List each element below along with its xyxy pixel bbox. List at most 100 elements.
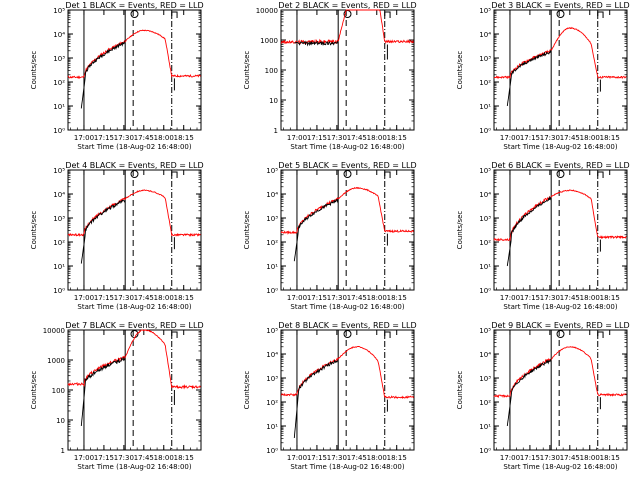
x-tick-label: 17:30 xyxy=(540,134,560,142)
marker-circle xyxy=(556,330,565,338)
x-tick-label: 18:00 xyxy=(154,134,174,142)
y-tick-label: 10⁴ xyxy=(266,351,278,359)
series-lld xyxy=(280,9,414,45)
series-lld xyxy=(67,189,201,237)
y-tick-label: 10⁵ xyxy=(479,7,491,15)
y-tick-label: 10¹ xyxy=(266,263,278,271)
marker-circle xyxy=(343,10,352,18)
series-events xyxy=(80,41,126,109)
panel-title: Det 3 BLACK = Events, RED = LLD xyxy=(491,1,629,10)
y-tick-label: 10⁰ xyxy=(479,287,491,295)
y-tick-label: 10⁵ xyxy=(479,327,491,335)
x-tick-label: 17:45 xyxy=(347,134,367,142)
x-axis-label: Start Time (18-Aug-02 16:48:00) xyxy=(290,463,404,471)
panel-det-4: Det 4 BLACK = Events, RED = LLD 10⁰ 10¹ 10²… xyxy=(30,161,204,311)
marker-circle xyxy=(130,170,139,178)
x-tick-label: 18:00 xyxy=(367,134,387,142)
marker-circle xyxy=(130,10,139,18)
x-tick-label: 18:15 xyxy=(174,294,194,302)
y-tick-label: 10⁰ xyxy=(479,127,491,135)
y-tick-label: 10000 xyxy=(43,327,65,335)
plot-frame xyxy=(280,9,415,131)
x-tick-label: 17:45 xyxy=(347,454,367,462)
y-tick-label: 1000 xyxy=(260,37,278,45)
x-tick-label: 17:30 xyxy=(114,294,134,302)
plot-frame xyxy=(493,169,628,291)
x-tick-label: 18:00 xyxy=(580,454,600,462)
x-tick-label: 17:00 xyxy=(287,294,307,302)
y-tick-label: 10¹ xyxy=(266,423,278,431)
x-tick-label: 18:15 xyxy=(387,454,407,462)
y-axis-label: Counts/sec xyxy=(456,211,464,250)
marker-bracket xyxy=(597,331,604,338)
y-tick-label: 10¹ xyxy=(53,103,65,111)
x-tick-label: 17:30 xyxy=(114,454,134,462)
x-tick-label: 17:30 xyxy=(540,294,560,302)
y-tick-label: 10⁴ xyxy=(479,31,491,39)
x-axis-label: Start Time (18-Aug-02 16:48:00) xyxy=(77,143,191,151)
y-tick-label: 10³ xyxy=(53,55,65,63)
y-tick-label: 10³ xyxy=(266,375,278,383)
x-tick-label: 18:00 xyxy=(367,454,387,462)
y-tick-label: 10² xyxy=(53,239,65,247)
series-lld xyxy=(493,189,627,242)
x-tick-label: 17:15 xyxy=(94,454,114,462)
series-lld xyxy=(493,26,627,80)
panel-det-3: Det 3 BLACK = Events, RED = LLD 10⁰ 10¹ 10²… xyxy=(456,1,630,151)
x-axis-label: Start Time (18-Aug-02 16:48:00) xyxy=(77,463,191,471)
x-axis-label: Start Time (18-Aug-02 16:48:00) xyxy=(503,303,617,311)
x-tick-label: 17:15 xyxy=(94,134,114,142)
x-tick-label: 17:15 xyxy=(520,134,540,142)
x-tick-label: 18:15 xyxy=(600,454,620,462)
x-axis-label: Start Time (18-Aug-02 16:48:00) xyxy=(503,143,617,151)
panel-title: Det 1 BLACK = Events, RED = LLD xyxy=(65,1,203,10)
y-tick-label: 10⁵ xyxy=(266,167,278,175)
y-tick-label: 10 xyxy=(269,97,278,105)
y-axis-label: Counts/sec xyxy=(30,51,38,90)
x-tick-label: 17:45 xyxy=(134,134,154,142)
x-tick-label: 17:00 xyxy=(74,134,94,142)
marker-bracket xyxy=(384,331,391,338)
y-tick-label: 10⁴ xyxy=(53,31,65,39)
x-tick-label: 17:00 xyxy=(500,294,520,302)
x-tick-label: 17:00 xyxy=(287,134,307,142)
x-tick-label: 18:00 xyxy=(154,294,174,302)
x-axis-label: Start Time (18-Aug-02 16:48:00) xyxy=(503,463,617,471)
y-tick-label: 1 xyxy=(274,127,278,135)
marker-bracket xyxy=(597,11,604,18)
y-tick-label: 10⁴ xyxy=(479,351,491,359)
x-axis-label: Start Time (18-Aug-02 16:48:00) xyxy=(77,303,191,311)
x-tick-label: 18:00 xyxy=(367,294,387,302)
y-tick-label: 10² xyxy=(53,79,65,87)
y-axis-label: Counts/sec xyxy=(456,51,464,90)
marker-bracket xyxy=(171,11,178,18)
x-tick-label: 17:30 xyxy=(327,454,347,462)
plot-frame xyxy=(280,329,415,451)
y-tick-label: 10² xyxy=(266,399,278,407)
marker-circle xyxy=(343,330,352,338)
marker-bracket xyxy=(597,171,604,178)
x-tick-label: 17:45 xyxy=(347,294,367,302)
x-tick-label: 17:00 xyxy=(74,294,94,302)
x-tick-label: 18:15 xyxy=(387,134,407,142)
y-tick-label: 10¹ xyxy=(53,263,65,271)
y-tick-label: 10² xyxy=(479,239,491,247)
y-axis-label: Counts/sec xyxy=(243,51,251,90)
plot-frame xyxy=(67,329,202,451)
y-tick-label: 10⁰ xyxy=(53,287,65,295)
y-tick-label: 10⁴ xyxy=(266,191,278,199)
x-tick-label: 18:15 xyxy=(174,134,194,142)
panel-title: Det 6 BLACK = Events, RED = LLD xyxy=(491,161,629,170)
y-tick-label: 10⁵ xyxy=(266,327,278,335)
y-tick-label: 10⁵ xyxy=(479,167,491,175)
y-axis-label: Counts/sec xyxy=(30,371,38,410)
series-lld xyxy=(280,186,414,235)
plot-frame xyxy=(280,169,415,291)
series-events xyxy=(293,359,339,439)
x-tick-label: 17:30 xyxy=(327,294,347,302)
marker-circle xyxy=(556,170,565,178)
x-tick-label: 17:15 xyxy=(307,294,327,302)
plot-frame xyxy=(67,169,202,291)
